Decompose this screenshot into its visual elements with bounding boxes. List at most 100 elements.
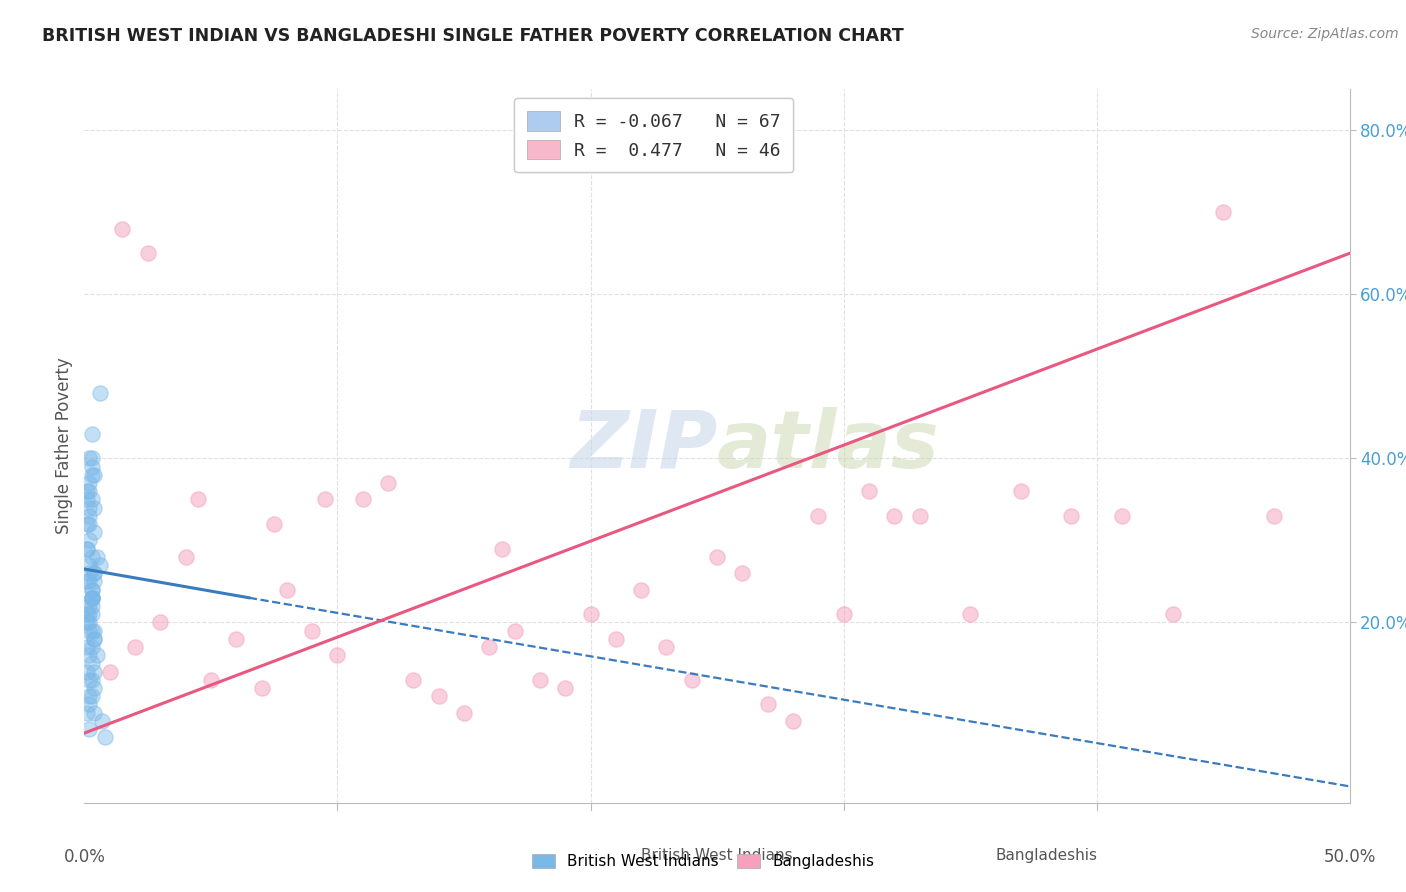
- Point: [80, 640, 103, 654]
- Point: [858, 484, 880, 499]
- Point: [83, 632, 105, 646]
- Point: [276, 582, 298, 597]
- Y-axis label: Single Father Poverty: Single Father Poverty: [55, 358, 73, 534]
- Point: [731, 566, 754, 581]
- Point: [80, 591, 103, 605]
- Text: Source: ZipAtlas.com: Source: ZipAtlas.com: [1251, 27, 1399, 41]
- Point: [89, 558, 111, 572]
- Point: [402, 673, 425, 687]
- Point: [1010, 484, 1032, 499]
- Point: [76, 516, 98, 531]
- Point: [453, 706, 475, 720]
- Point: [86, 648, 108, 662]
- Point: [79, 599, 101, 613]
- Point: [908, 508, 931, 523]
- Point: [1111, 508, 1133, 523]
- Point: [80, 607, 103, 622]
- Point: [681, 673, 703, 687]
- Point: [478, 640, 501, 654]
- Point: [83, 500, 105, 515]
- Point: [79, 484, 101, 499]
- Point: [250, 681, 273, 695]
- Point: [76, 541, 98, 556]
- Point: [76, 665, 98, 679]
- Point: [136, 246, 159, 260]
- Point: [98, 665, 121, 679]
- Point: [79, 615, 101, 630]
- Point: [756, 698, 779, 712]
- Point: [124, 640, 146, 654]
- Point: [326, 648, 349, 662]
- Point: [80, 591, 103, 605]
- Point: [1263, 508, 1285, 523]
- Text: 0.0%: 0.0%: [63, 848, 105, 866]
- Point: [314, 492, 336, 507]
- Point: [187, 492, 209, 507]
- Point: [79, 574, 101, 589]
- Point: [76, 607, 98, 622]
- Point: [427, 689, 450, 703]
- Point: [111, 221, 134, 235]
- Point: [200, 673, 222, 687]
- Point: [503, 624, 526, 638]
- Point: [529, 673, 551, 687]
- Point: [83, 566, 105, 581]
- Point: [79, 475, 101, 490]
- Point: [605, 632, 627, 646]
- Point: [76, 640, 98, 654]
- Text: 50.0%: 50.0%: [1323, 848, 1376, 866]
- Point: [80, 689, 103, 703]
- Point: [93, 730, 115, 744]
- Point: [79, 722, 101, 736]
- Point: [80, 467, 103, 482]
- Point: [80, 426, 103, 441]
- Point: [883, 508, 905, 523]
- Point: [80, 582, 103, 597]
- Point: [79, 624, 101, 638]
- Text: ZIP: ZIP: [569, 407, 717, 485]
- Point: [377, 475, 399, 490]
- Point: [79, 516, 101, 531]
- Point: [83, 632, 105, 646]
- Point: [630, 582, 652, 597]
- Point: [79, 558, 101, 572]
- Point: [301, 624, 323, 638]
- Point: [79, 689, 101, 703]
- Point: [80, 624, 103, 638]
- Point: [91, 714, 114, 728]
- Point: [554, 681, 576, 695]
- Point: [80, 451, 103, 466]
- Point: [79, 451, 101, 466]
- Point: [352, 492, 374, 507]
- Point: [83, 525, 105, 540]
- Point: [83, 574, 105, 589]
- Point: [225, 632, 247, 646]
- Point: [76, 615, 98, 630]
- Point: [1060, 508, 1083, 523]
- Legend: R = -0.067   N = 67, R =  0.477   N = 46: R = -0.067 N = 67, R = 0.477 N = 46: [515, 98, 793, 172]
- Point: [83, 566, 105, 581]
- Point: [579, 607, 602, 622]
- Point: [706, 549, 728, 564]
- Point: [79, 533, 101, 548]
- Point: [76, 541, 98, 556]
- Point: [149, 615, 172, 630]
- Text: Bangladeshis: Bangladeshis: [995, 848, 1097, 863]
- Point: [83, 467, 105, 482]
- Point: [79, 648, 101, 662]
- Point: [80, 591, 103, 605]
- Point: [76, 492, 98, 507]
- Point: [79, 508, 101, 523]
- Point: [79, 673, 101, 687]
- Text: atlas: atlas: [717, 407, 939, 485]
- Point: [959, 607, 981, 622]
- Legend: British West Indians, Bangladeshis: British West Indians, Bangladeshis: [526, 848, 880, 875]
- Point: [1161, 607, 1184, 622]
- Point: [89, 385, 111, 400]
- Point: [80, 591, 103, 605]
- Point: [491, 541, 513, 556]
- Point: [76, 484, 98, 499]
- Point: [832, 607, 855, 622]
- Point: [83, 665, 105, 679]
- Point: [655, 640, 678, 654]
